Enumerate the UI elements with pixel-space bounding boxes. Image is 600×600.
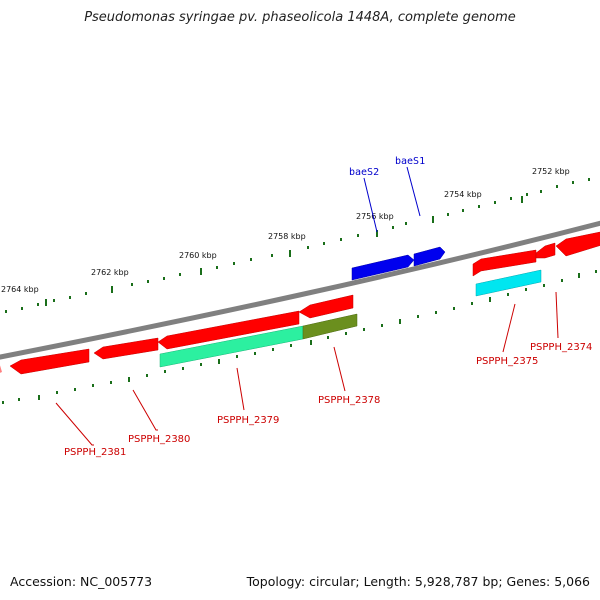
outer-kbp-scale [5,178,590,313]
kbp-label-2764: 2764 kbp [1,285,39,294]
gene-baeS1[interactable] [413,246,446,267]
leader-line-PSPPH_2378 [333,346,346,392]
gene-red-feature-5[interactable] [555,231,600,257]
gene-PSPPH_2381[interactable] [0,362,2,375]
gene-label-PSPPH_2379[interactable]: PSPPH_2379 [217,415,279,426]
genome-info-text: Topology: circular; Length: 5,928,787 bp… [246,574,590,589]
kbp-label-2752: 2752 kbp [532,167,570,176]
leader-line-PSPPH_2381 [55,402,94,446]
gene-label-baeS1[interactable]: baeS1 [395,156,425,167]
gene-red-feature-3[interactable] [157,310,300,350]
gene-label-PSPPH_2381[interactable]: PSPPH_2381 [64,447,126,458]
kbp-label-2762: 2762 kbp [91,268,129,277]
leader-line-PSPPH_2374 [555,291,559,339]
gene-label-PSPPH_2378[interactable]: PSPPH_2378 [318,395,380,406]
gene-PSPPH_2380[interactable] [9,348,90,375]
gene-red-feature-4[interactable] [298,294,354,319]
gene-label-PSPPH_2375[interactable]: PSPPH_2375 [476,356,538,367]
leader-line-baeS1 [406,166,421,217]
gene-PSPPH_2374[interactable] [535,242,556,259]
gene-features [0,231,600,375]
gene-label-baeS2[interactable]: baeS2 [349,167,379,178]
outer-scale-major-ticks [45,196,523,306]
gene-PSPPH_2378[interactable] [302,313,358,340]
kbp-label-2760: 2760 kbp [179,251,217,260]
kbp-label-2754: 2754 kbp [444,190,482,199]
leader-line-PSPPH_2380 [132,389,158,431]
genome-title: Pseudomonas syringae pv. phaseolicola 14… [84,10,516,25]
gene-red-feature-2[interactable] [93,337,159,360]
outer-scale-dots [5,178,590,313]
gene-label-PSPPH_2374[interactable]: PSPPH_2374 [530,342,592,353]
accession-text: Accession: NC_005773 [10,574,153,589]
leader-line-baeS2 [363,177,378,233]
leader-line-PSPPH_2379 [236,367,245,411]
kbp-label-2758: 2758 kbp [268,232,306,241]
genome-backbone [0,220,600,360]
gene-baeS2[interactable] [351,254,415,281]
gene-PSPPH_2375[interactable] [472,249,537,277]
kbp-label-2756: 2756 kbp [356,212,394,221]
gene-label-PSPPH_2380[interactable]: PSPPH_2380 [128,434,190,445]
leader-line-PSPPH_2375 [502,303,516,353]
inner-scale [2,270,597,404]
gene-cyan-feature[interactable] [475,269,542,297]
